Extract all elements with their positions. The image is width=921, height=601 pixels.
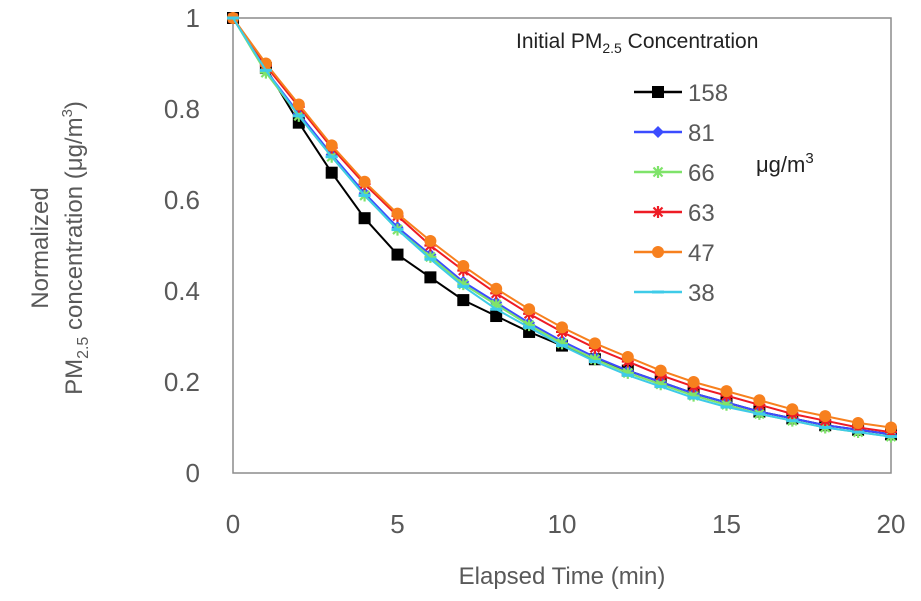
data-point [490,310,503,323]
data-point [490,298,503,311]
data-point [358,212,371,225]
x-tick-label: 10 [548,509,577,539]
data-point [687,389,700,402]
data-point [523,319,536,332]
legend-marker [652,86,664,98]
legend-entry-81: 81 [634,120,715,147]
data-point [259,66,272,79]
legend-label: 38 [688,280,715,307]
data-point [424,250,437,263]
data-point [753,394,766,407]
unit-note: μg/m3 [756,150,814,177]
data-point [621,350,634,363]
x-tick-label: 0 [226,509,240,539]
legend-label: 81 [688,120,715,147]
x-axis-title: Elapsed Time (min) [459,563,666,590]
legend-label: 63 [688,200,715,227]
data-point [720,398,733,411]
data-point [424,234,437,247]
legend-label: 47 [688,240,715,267]
data-point [819,410,832,423]
tick-layer: 0 5 10 15 20 0 0.2 0.4 0.6 0.8 1 [164,3,906,539]
legend-label: 158 [688,80,728,107]
legend-label: 66 [688,160,715,187]
legend-marker [652,246,664,258]
data-point [588,353,601,366]
series-47 [227,12,897,434]
y-tick-label: 0.8 [164,94,200,124]
data-point [852,416,865,429]
data-point [292,116,305,129]
data-point [687,376,700,388]
legend-title: Initial PM2.5 Concentration [516,30,758,56]
data-point [325,166,338,179]
y-tick-label: 0.2 [164,367,200,397]
data-point [457,259,470,272]
x-tick-label: 5 [390,509,404,539]
data-point [391,248,404,261]
legend: Initial PM2.5 Concentration 158 81 66 63 47 3… [516,30,758,307]
data-point [786,403,799,416]
data-point [391,207,404,220]
legend-marker [652,126,664,138]
x-tick-label: 15 [712,509,741,539]
data-point [621,366,634,379]
data-point [654,378,667,391]
y-axis-title-line2: PM2.5 concentration (μg/m3) [59,101,92,395]
data-point [720,385,733,398]
plot-area-frame [232,17,892,474]
data-point [885,421,897,434]
series-layer [227,12,897,443]
data-point [457,278,470,291]
series-38 [227,16,897,439]
x-tick-label: 20 [877,509,906,539]
data-point [556,337,568,350]
data-point [292,98,305,111]
data-point [457,294,470,307]
legend-entry-38: 38 [634,280,715,307]
y-tick-label: 0.6 [164,185,200,215]
y-tick-label: 0 [186,458,200,488]
data-point [654,364,667,377]
legend-marker [652,206,664,218]
legend-entry-47: 47 [634,240,715,267]
data-point [325,139,338,152]
data-point [358,175,371,188]
y-tick-label: 1 [186,3,200,33]
data-point [523,303,536,316]
legend-entry-63: 63 [634,200,715,227]
data-point [424,271,437,284]
legend-entry-66: 66 [634,160,715,187]
legend-marker [652,166,664,178]
data-point [490,282,503,295]
legend-entries: 158 81 66 63 47 38 [634,80,728,307]
y-tick-label: 0.4 [164,276,200,306]
legend-entry-158: 158 [634,80,728,107]
y-axis-title: Normalized PM2.5 concentration (μg/m3) [27,101,92,395]
y-axis-title-line1: Normalized [27,187,54,308]
data-point [556,321,568,334]
data-point [588,337,601,350]
